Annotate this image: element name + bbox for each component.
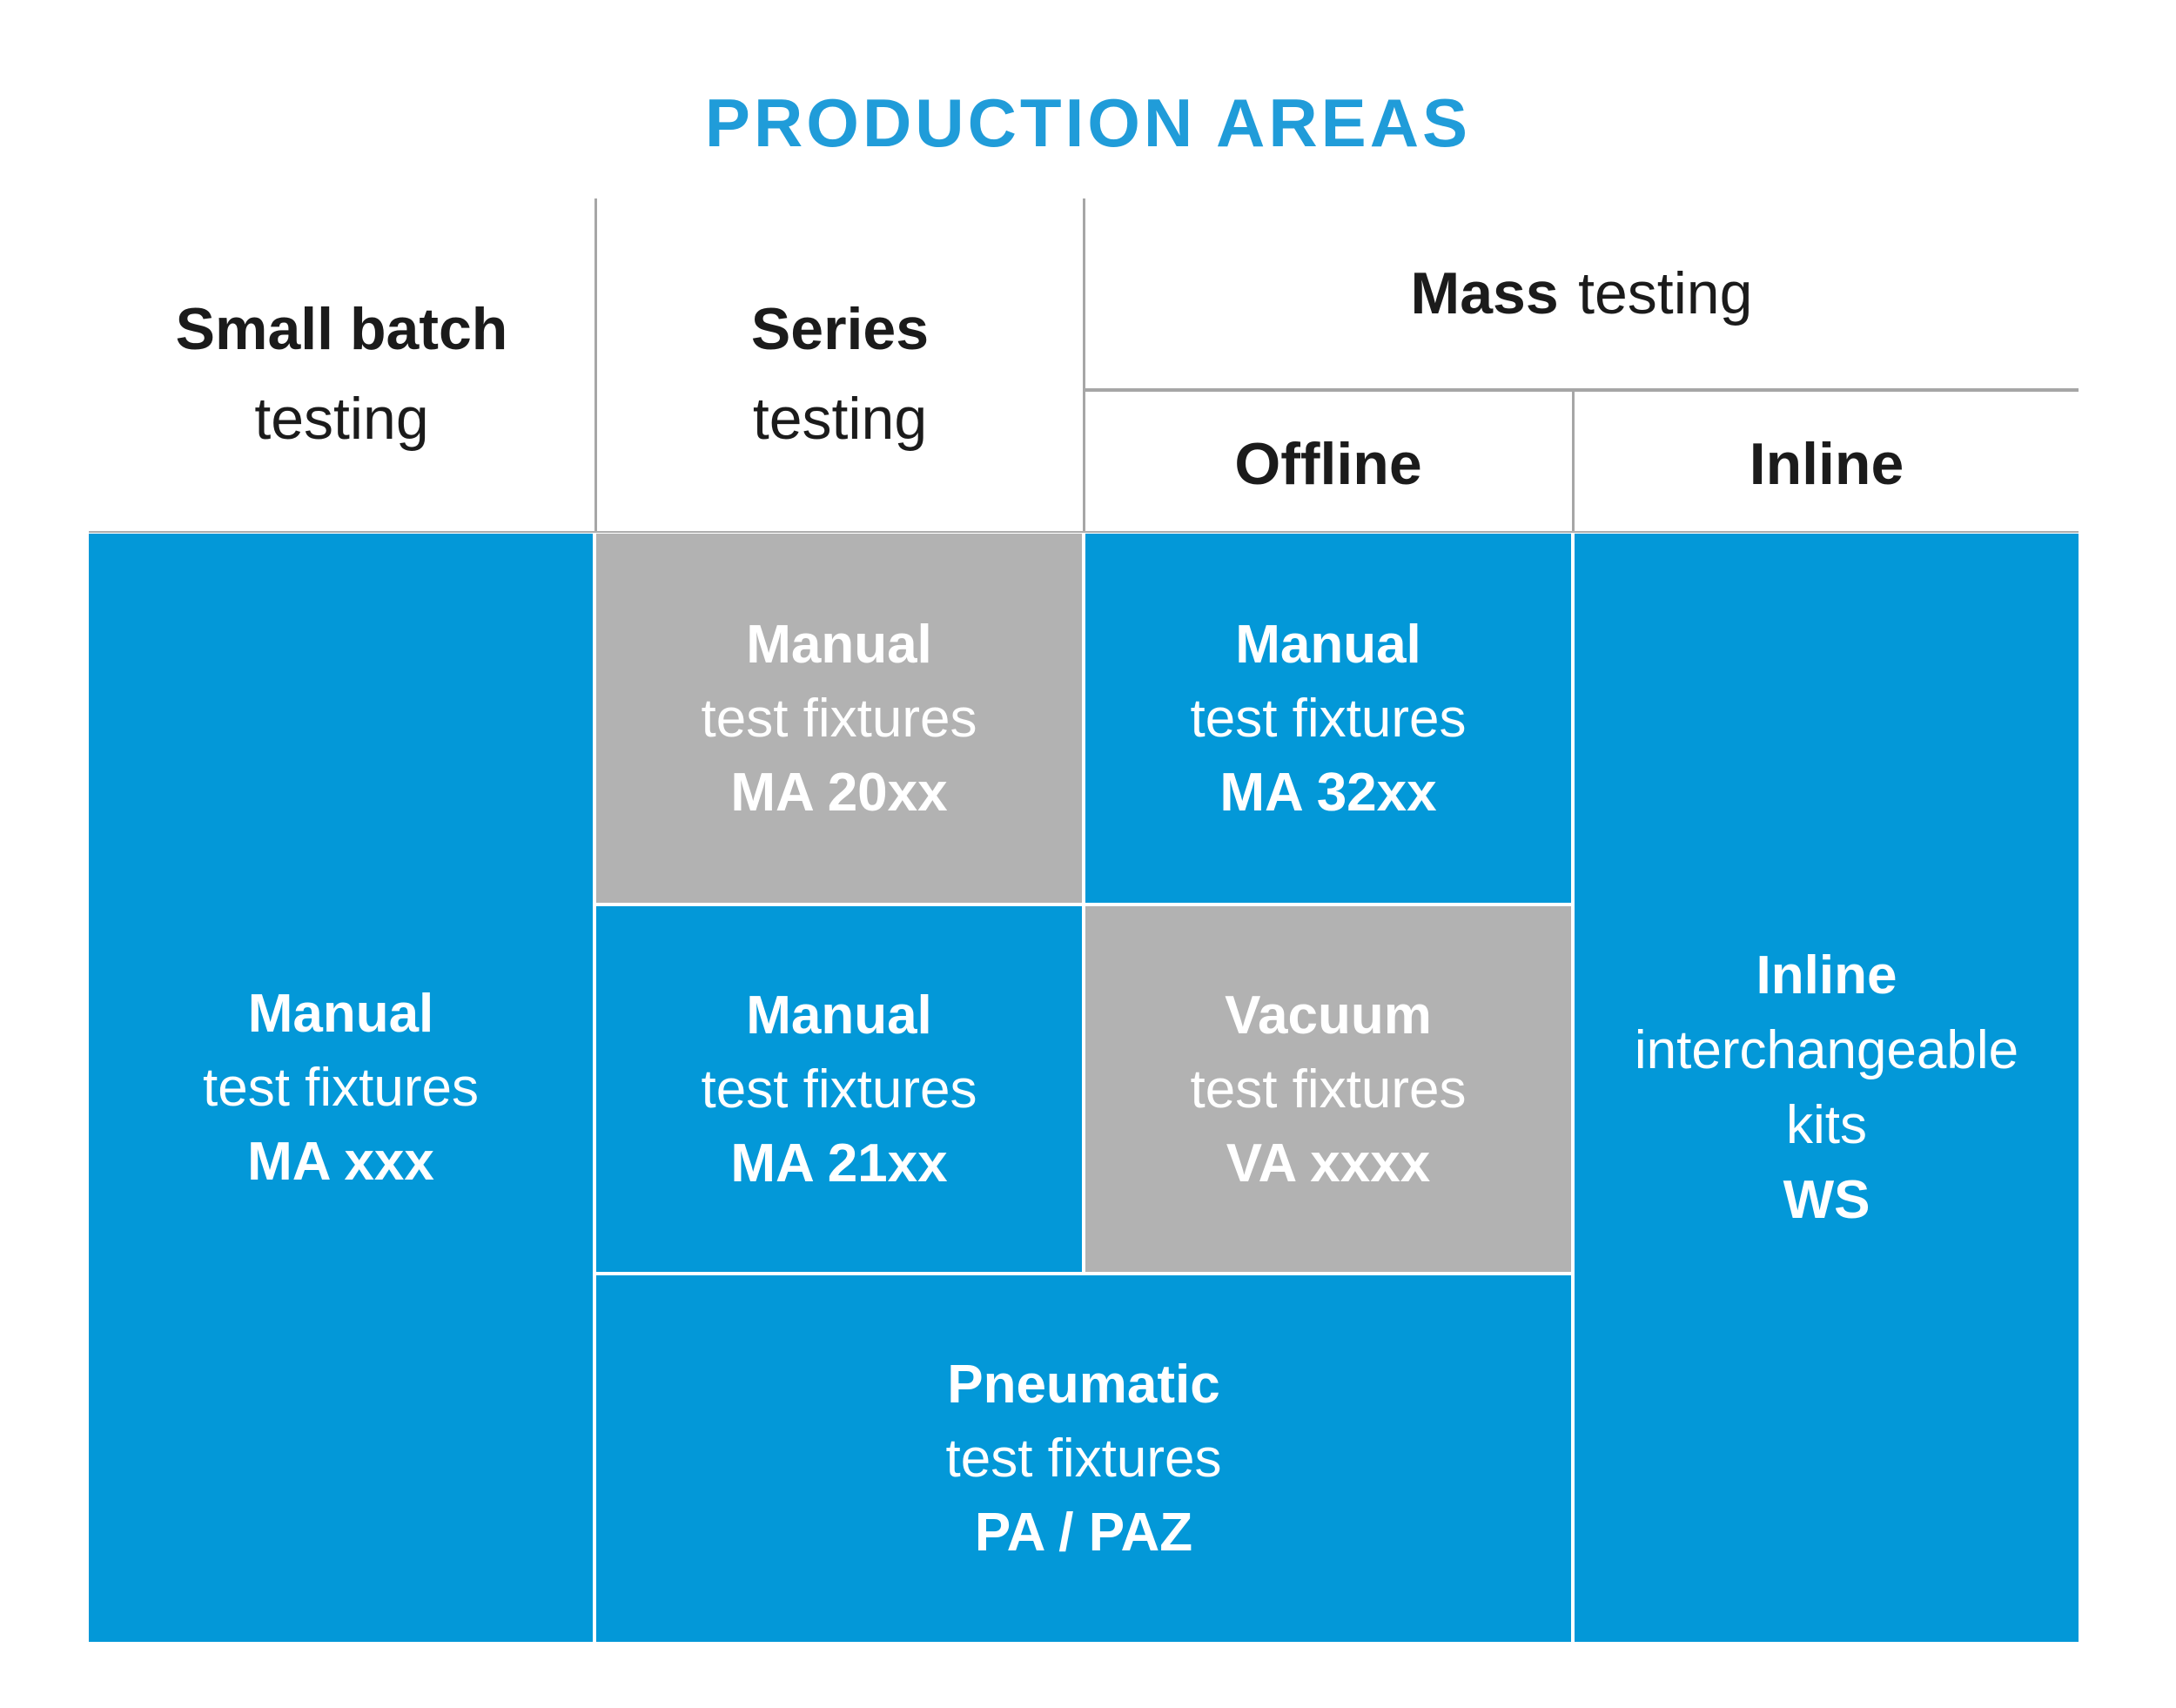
cell-inline-kits-line4: WS	[1783, 1169, 1870, 1230]
cell-inline-kits-line1: Inline	[1756, 945, 1897, 1005]
header-divider-series-mass	[1083, 198, 1085, 531]
cell-offline-vacuum-code: VA xxxx	[1226, 1133, 1431, 1194]
cell-pneumatic-code: PA / PAZ	[974, 1503, 1193, 1563]
cell-series-ma20xx-desc: test fixtures	[701, 688, 977, 749]
header-offline: Offline	[1085, 397, 1571, 531]
header-inline: Inline	[1575, 397, 2079, 531]
cell-series-manual-ma20xx: Manual test fixtures MA 20xx	[596, 534, 1082, 903]
header-series-testing: Series testing	[597, 226, 1083, 522]
header-offline-label: Offline	[1234, 430, 1422, 497]
cell-series-ma21xx-code: MA 21xx	[730, 1133, 948, 1194]
cell-inline-kits-line3: kits	[1786, 1094, 1867, 1155]
page-title: PRODUCTION AREAS	[704, 84, 1472, 161]
header-small-batch-line1: Small batch	[175, 296, 508, 362]
cell-small-batch-manual-code: MA xxx	[247, 1132, 434, 1192]
header-series-line1: Series	[750, 296, 930, 362]
cell-offline-ma32xx-code: MA 32xx	[1219, 762, 1437, 823]
cell-small-batch-manual-desc: test fixtures	[203, 1058, 479, 1118]
header-mass-bold: Mass	[1410, 259, 1559, 326]
header-mass-line: Mass testing	[1411, 249, 1753, 339]
header-series-line2: testing	[752, 386, 928, 452]
cell-small-batch-manual: Manual test fixtures MA xxx	[89, 534, 593, 1642]
cell-pneumatic-name: Pneumatic	[947, 1355, 1220, 1415]
cell-series-ma21xx-desc: test fixtures	[701, 1059, 977, 1120]
cell-offline-vacuum-name: Vacuum	[1225, 985, 1432, 1046]
table-body-top-hairline	[89, 531, 2079, 533]
header-divider-small-batch-series	[594, 198, 597, 531]
header-inline-label: Inline	[1749, 430, 1904, 497]
header-small-batch-line2: testing	[254, 386, 429, 452]
cell-offline-manual-ma32xx: Manual test fixtures MA 32xx	[1085, 534, 1571, 903]
cell-series-ma20xx-code: MA 20xx	[730, 762, 948, 823]
cell-series-ma20xx-name: Manual	[746, 614, 932, 675]
header-mass-rest: testing	[1578, 259, 1753, 326]
cell-inline-interchangeable-kits: Inline interchangeable kits WS	[1575, 534, 2079, 1642]
cell-offline-ma32xx-desc: test fixtures	[1190, 688, 1467, 749]
cell-pneumatic-desc: test fixtures	[945, 1429, 1222, 1489]
cell-offline-vacuum-desc: test fixtures	[1190, 1059, 1467, 1120]
cell-series-manual-ma21xx: Manual test fixtures MA 21xx	[596, 906, 1082, 1272]
cell-inline-kits-line2: interchangeable	[1634, 1019, 2019, 1080]
cell-series-ma21xx-name: Manual	[746, 985, 932, 1046]
mass-testing-underline	[1085, 388, 2079, 392]
cell-pneumatic-pa-paz: Pneumatic test fixtures PA / PAZ	[596, 1275, 1571, 1642]
cell-small-batch-manual-name: Manual	[247, 984, 434, 1044]
header-mass-testing: Mass testing	[1085, 198, 2079, 388]
header-small-batch-testing: Small batch testing	[89, 226, 594, 522]
cell-offline-vacuum-vaxxxx: Vacuum test fixtures VA xxxx	[1085, 906, 1571, 1272]
cell-offline-ma32xx-name: Manual	[1235, 614, 1421, 675]
header-divider-offline-inline	[1572, 392, 1575, 531]
